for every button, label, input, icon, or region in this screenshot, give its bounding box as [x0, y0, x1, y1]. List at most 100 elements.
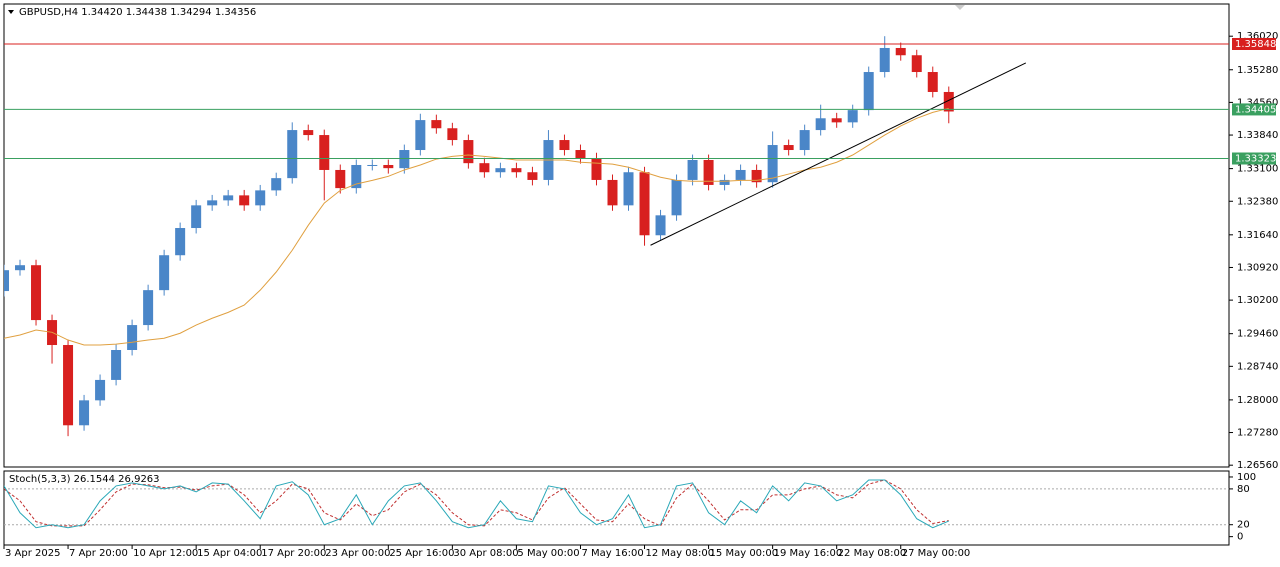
- candle-body: [399, 150, 410, 169]
- candle-body: [463, 140, 474, 164]
- y-tick-label: 1.26560: [1237, 460, 1278, 471]
- x-tick-label: 12 May 08:00: [646, 548, 715, 559]
- y-tick-label: 1.35280: [1237, 65, 1278, 76]
- x-tick-label: 22 May 08:00: [838, 548, 907, 559]
- x-tick-label: 15 Apr 04:00: [197, 548, 262, 559]
- candle-body: [719, 179, 730, 185]
- candle-body: [15, 265, 26, 271]
- candle-body: [223, 195, 234, 201]
- candle-body: [607, 179, 618, 206]
- candle-body: [415, 120, 426, 151]
- candle-body: [335, 169, 346, 189]
- candle-body: [287, 130, 298, 179]
- shift-marker: [955, 5, 965, 10]
- y-tick-label: 1.31640: [1237, 230, 1278, 241]
- x-tick-label: 19 May 16:00: [774, 548, 843, 559]
- candle-body: [383, 164, 394, 169]
- y-tick-label: 1.32380: [1237, 196, 1278, 207]
- price-level-box: [1232, 152, 1276, 165]
- y-tick-label: 1.29460: [1237, 329, 1278, 340]
- candle-body: [175, 228, 186, 256]
- price-level-label: 1.34405: [1235, 104, 1276, 115]
- x-tick-label: 10 Apr 12:00: [133, 548, 198, 559]
- y-tick-label: 1.33840: [1237, 130, 1278, 141]
- candle-body: [95, 379, 106, 401]
- candle-body: [351, 164, 362, 189]
- candle-body: [911, 55, 922, 73]
- candle-body: [815, 118, 826, 131]
- candle-body: [575, 150, 586, 159]
- stoch-y-tick-label: 100: [1237, 472, 1256, 483]
- candle-body: [239, 195, 250, 206]
- x-tick-label: 15 May 00:00: [710, 548, 779, 559]
- candle-body: [4, 270, 9, 292]
- stoch-panel: [3, 470, 1230, 546]
- stoch-y-tick-label: 80: [1237, 484, 1250, 495]
- collapse-arrow[interactable]: [8, 10, 14, 14]
- candle-body: [703, 159, 714, 185]
- y-tick-label: 1.27280: [1237, 428, 1278, 439]
- candle-body: [431, 120, 442, 129]
- candle-body: [207, 200, 218, 206]
- candle-body: [591, 158, 602, 180]
- candle-body: [495, 168, 506, 173]
- price-plot: [4, 36, 1027, 437]
- y-tick-label: 1.28740: [1237, 361, 1278, 372]
- candle-body: [895, 47, 906, 56]
- candle-body: [799, 130, 810, 151]
- x-tick-label: 30 Apr 08:00: [453, 548, 518, 559]
- candle-body: [479, 163, 490, 173]
- x-tick-label: 5 May 00:00: [517, 548, 579, 559]
- candle-body: [847, 110, 858, 123]
- x-tick-label: 7 May 16:00: [581, 548, 643, 559]
- x-tick-label: 3 Apr 2025: [5, 548, 60, 559]
- candle-body: [143, 290, 154, 326]
- candle-body: [927, 72, 938, 92]
- y-tick-label: 1.33100: [1237, 164, 1278, 175]
- candle-body: [687, 159, 698, 180]
- candle-body: [127, 325, 138, 351]
- moving-average: [4, 107, 949, 346]
- stoch-signal: [4, 479, 949, 527]
- y-tick-label: 1.30920: [1237, 262, 1278, 273]
- trendline: [650, 62, 1027, 246]
- y-tick-label: 1.28000: [1237, 395, 1278, 406]
- x-tick-label: 27 May 00:00: [902, 548, 971, 559]
- candle-body: [655, 215, 666, 236]
- candle-body: [303, 130, 314, 136]
- candle-body: [751, 169, 762, 183]
- candle-body: [623, 172, 634, 206]
- price-level-box: [1232, 37, 1276, 50]
- stoch-title: Stoch(5,3,3) 26.1544 26.9263: [9, 474, 160, 485]
- candle-body: [863, 72, 874, 111]
- candle-body: [735, 169, 746, 180]
- candle-body: [559, 140, 570, 151]
- candle-body: [79, 400, 90, 426]
- price-level-box: [1232, 103, 1276, 116]
- x-tick-label: 7 Apr 20:00: [69, 548, 128, 559]
- candle-body: [111, 350, 122, 380]
- price-level-label: 1.33323: [1235, 153, 1276, 164]
- candle-body: [319, 135, 330, 170]
- y-tick-label: 1.30200: [1237, 295, 1278, 306]
- price-level-label: 1.35848: [1235, 39, 1276, 50]
- chart-title: GBPUSD,H4 1.34420 1.34438 1.34294 1.3435…: [19, 7, 256, 18]
- candle-body: [367, 164, 378, 166]
- y-tick-label: 1.34560: [1237, 97, 1278, 108]
- candle-body: [831, 118, 842, 123]
- y-tick-label: 1.36020: [1237, 31, 1278, 42]
- x-tick-label: 17 Apr 20:00: [261, 548, 326, 559]
- candle-body: [879, 47, 890, 73]
- candle-body: [671, 179, 682, 216]
- stoch-plot: [4, 479, 1229, 529]
- price-panel: [3, 3, 1230, 468]
- candle-body: [783, 145, 794, 151]
- x-tick-label: 23 Apr 00:00: [325, 548, 390, 559]
- candle-body: [511, 168, 522, 173]
- candle-body: [767, 145, 778, 183]
- candle-body: [527, 172, 538, 180]
- x-tick-label: 25 Apr 16:00: [389, 548, 454, 559]
